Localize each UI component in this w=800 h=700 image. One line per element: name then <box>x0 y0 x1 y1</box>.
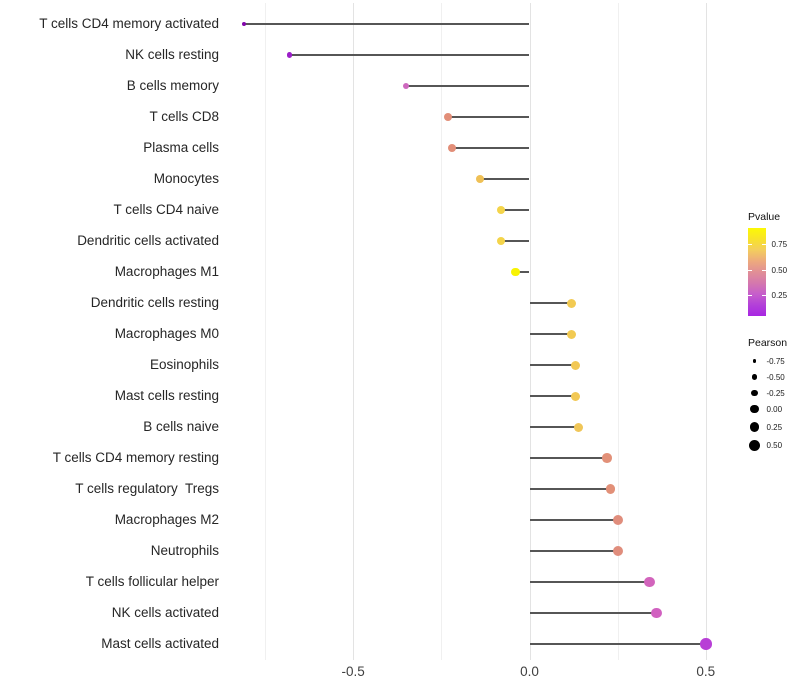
pearson-legend-dot <box>751 374 758 380</box>
cell-type-label: T cells CD8 <box>149 109 219 124</box>
lollipop-stick <box>529 488 611 490</box>
cell-type-label: T cells CD4 naive <box>113 202 219 217</box>
lollipop-dot <box>241 22 246 26</box>
cell-type-label: Macrophages M2 <box>114 512 219 527</box>
cell-type-label: Macrophages M1 <box>114 264 219 279</box>
lollipop-stick <box>406 85 530 87</box>
lollipop-stick <box>501 240 530 242</box>
colorbar-tick-mark <box>748 269 752 271</box>
lollipop-dot <box>402 82 410 90</box>
pearson-legend-dot <box>749 422 760 432</box>
cell-type-label: Plasma cells <box>143 140 219 155</box>
pearson-legend-dot <box>750 404 759 414</box>
lollipop-dot <box>574 422 584 432</box>
cell-type-label: T cells CD4 memory activated <box>39 16 219 31</box>
lollipop-stick <box>529 550 618 552</box>
lollipop-dot <box>700 638 712 650</box>
colorbar-tick-mark <box>762 295 766 297</box>
cell-type-label: B cells memory <box>126 78 219 93</box>
lollipop-dot <box>602 453 612 463</box>
pearson-legend-label: -0.75 <box>766 356 785 366</box>
colorbar-tick-mark <box>748 295 752 297</box>
lollipop-dot <box>570 360 580 370</box>
lollipop-dot <box>612 546 623 556</box>
cell-type-label: Mast cells activated <box>101 636 219 651</box>
gridline-x-0 <box>529 3 531 660</box>
gridline-x-0.25 <box>617 3 619 660</box>
pearson-legend-dot <box>749 439 760 451</box>
gridline-x-0.5 <box>705 3 707 660</box>
lollipop-stick <box>289 54 530 56</box>
pvalue-tick-label: 0.75 <box>771 239 788 249</box>
pvalue-colorbar-gradient <box>748 228 766 316</box>
gridline-x--0.5 <box>353 3 355 660</box>
lollipop-dot <box>651 607 662 619</box>
lollipop-stick <box>529 302 572 304</box>
pearson-legend-label: -0.25 <box>766 388 785 398</box>
lollipop-dot <box>605 484 616 494</box>
lollipop-dot <box>286 52 293 58</box>
lollipop-dot <box>497 236 506 246</box>
lollipop-stick <box>501 209 530 211</box>
cell-type-label: Monocytes <box>153 171 219 186</box>
lollipop-stick <box>529 395 576 397</box>
cell-type-label: NK cells activated <box>111 605 219 620</box>
cell-type-label: Neutrophils <box>150 543 219 558</box>
x-axis-tick-label: -0.5 <box>341 664 365 679</box>
cell-type-label: T cells regulatory Tregs <box>75 481 219 496</box>
lollipop-dot <box>612 515 623 525</box>
lollipop-dot <box>570 391 580 401</box>
pearson-legend-label: -0.50 <box>766 372 785 382</box>
lollipop-stick <box>480 178 530 180</box>
pearson-legend-title: Pearson <box>748 337 788 349</box>
lollipop-stick <box>529 581 650 583</box>
lollipop-stick <box>529 426 579 428</box>
lollipop-stick <box>515 271 530 273</box>
lollipop-dot <box>475 174 485 184</box>
lollipop-dot <box>644 576 655 588</box>
pearson-legend-dot <box>751 389 758 397</box>
gridline-x--0.25 <box>441 3 443 660</box>
lollipop-stick <box>451 147 530 149</box>
lollipop-stick <box>529 457 608 459</box>
lollipop-stick <box>529 333 572 335</box>
cell-type-label: Dendritic cells resting <box>90 295 219 310</box>
cell-type-label: NK cells resting <box>125 47 219 62</box>
colorbar-tick-mark <box>762 269 766 271</box>
lollipop-dot <box>447 144 456 152</box>
pearson-legend-label: 0.50 <box>766 440 783 450</box>
pvalue-tick-label: 0.50 <box>771 265 788 275</box>
lollipop-dot <box>444 113 453 121</box>
cell-type-label: B cells naive <box>143 419 219 434</box>
lollipop-stick <box>529 364 576 366</box>
colorbar-tick-mark <box>748 243 752 245</box>
lollipop-stick <box>529 519 618 521</box>
pearson-legend-dot <box>752 359 757 363</box>
x-axis-tick-label: 0.5 <box>696 664 716 679</box>
cell-type-label: T cells follicular helper <box>85 574 219 589</box>
cell-type-label: Dendritic cells activated <box>77 233 219 248</box>
cell-type-label: Eosinophils <box>149 357 219 372</box>
cell-type-label: Mast cells resting <box>114 388 219 403</box>
lollipop-dot <box>497 205 506 215</box>
pvalue-legend-title: Pvalue <box>748 211 781 223</box>
x-axis-tick-label: 0.0 <box>520 664 539 679</box>
colorbar-tick-mark <box>762 243 766 245</box>
lollipop-dot <box>567 298 577 308</box>
gridline-x--0.75 <box>265 3 267 660</box>
lollipop-dot <box>511 267 520 277</box>
lollipop-stick <box>529 643 706 645</box>
pearson-legend-label: 0.00 <box>766 404 783 414</box>
lollipop-dot <box>567 329 577 339</box>
cell-type-label: T cells CD4 memory resting <box>52 450 219 465</box>
lollipop-stick <box>448 116 530 118</box>
pearson-legend-label: 0.25 <box>766 422 783 432</box>
pvalue-tick-label: 0.25 <box>771 291 788 301</box>
lollipop-stick <box>529 612 657 614</box>
lollipop-stick <box>243 23 530 25</box>
cell-type-label: Macrophages M0 <box>114 326 219 341</box>
